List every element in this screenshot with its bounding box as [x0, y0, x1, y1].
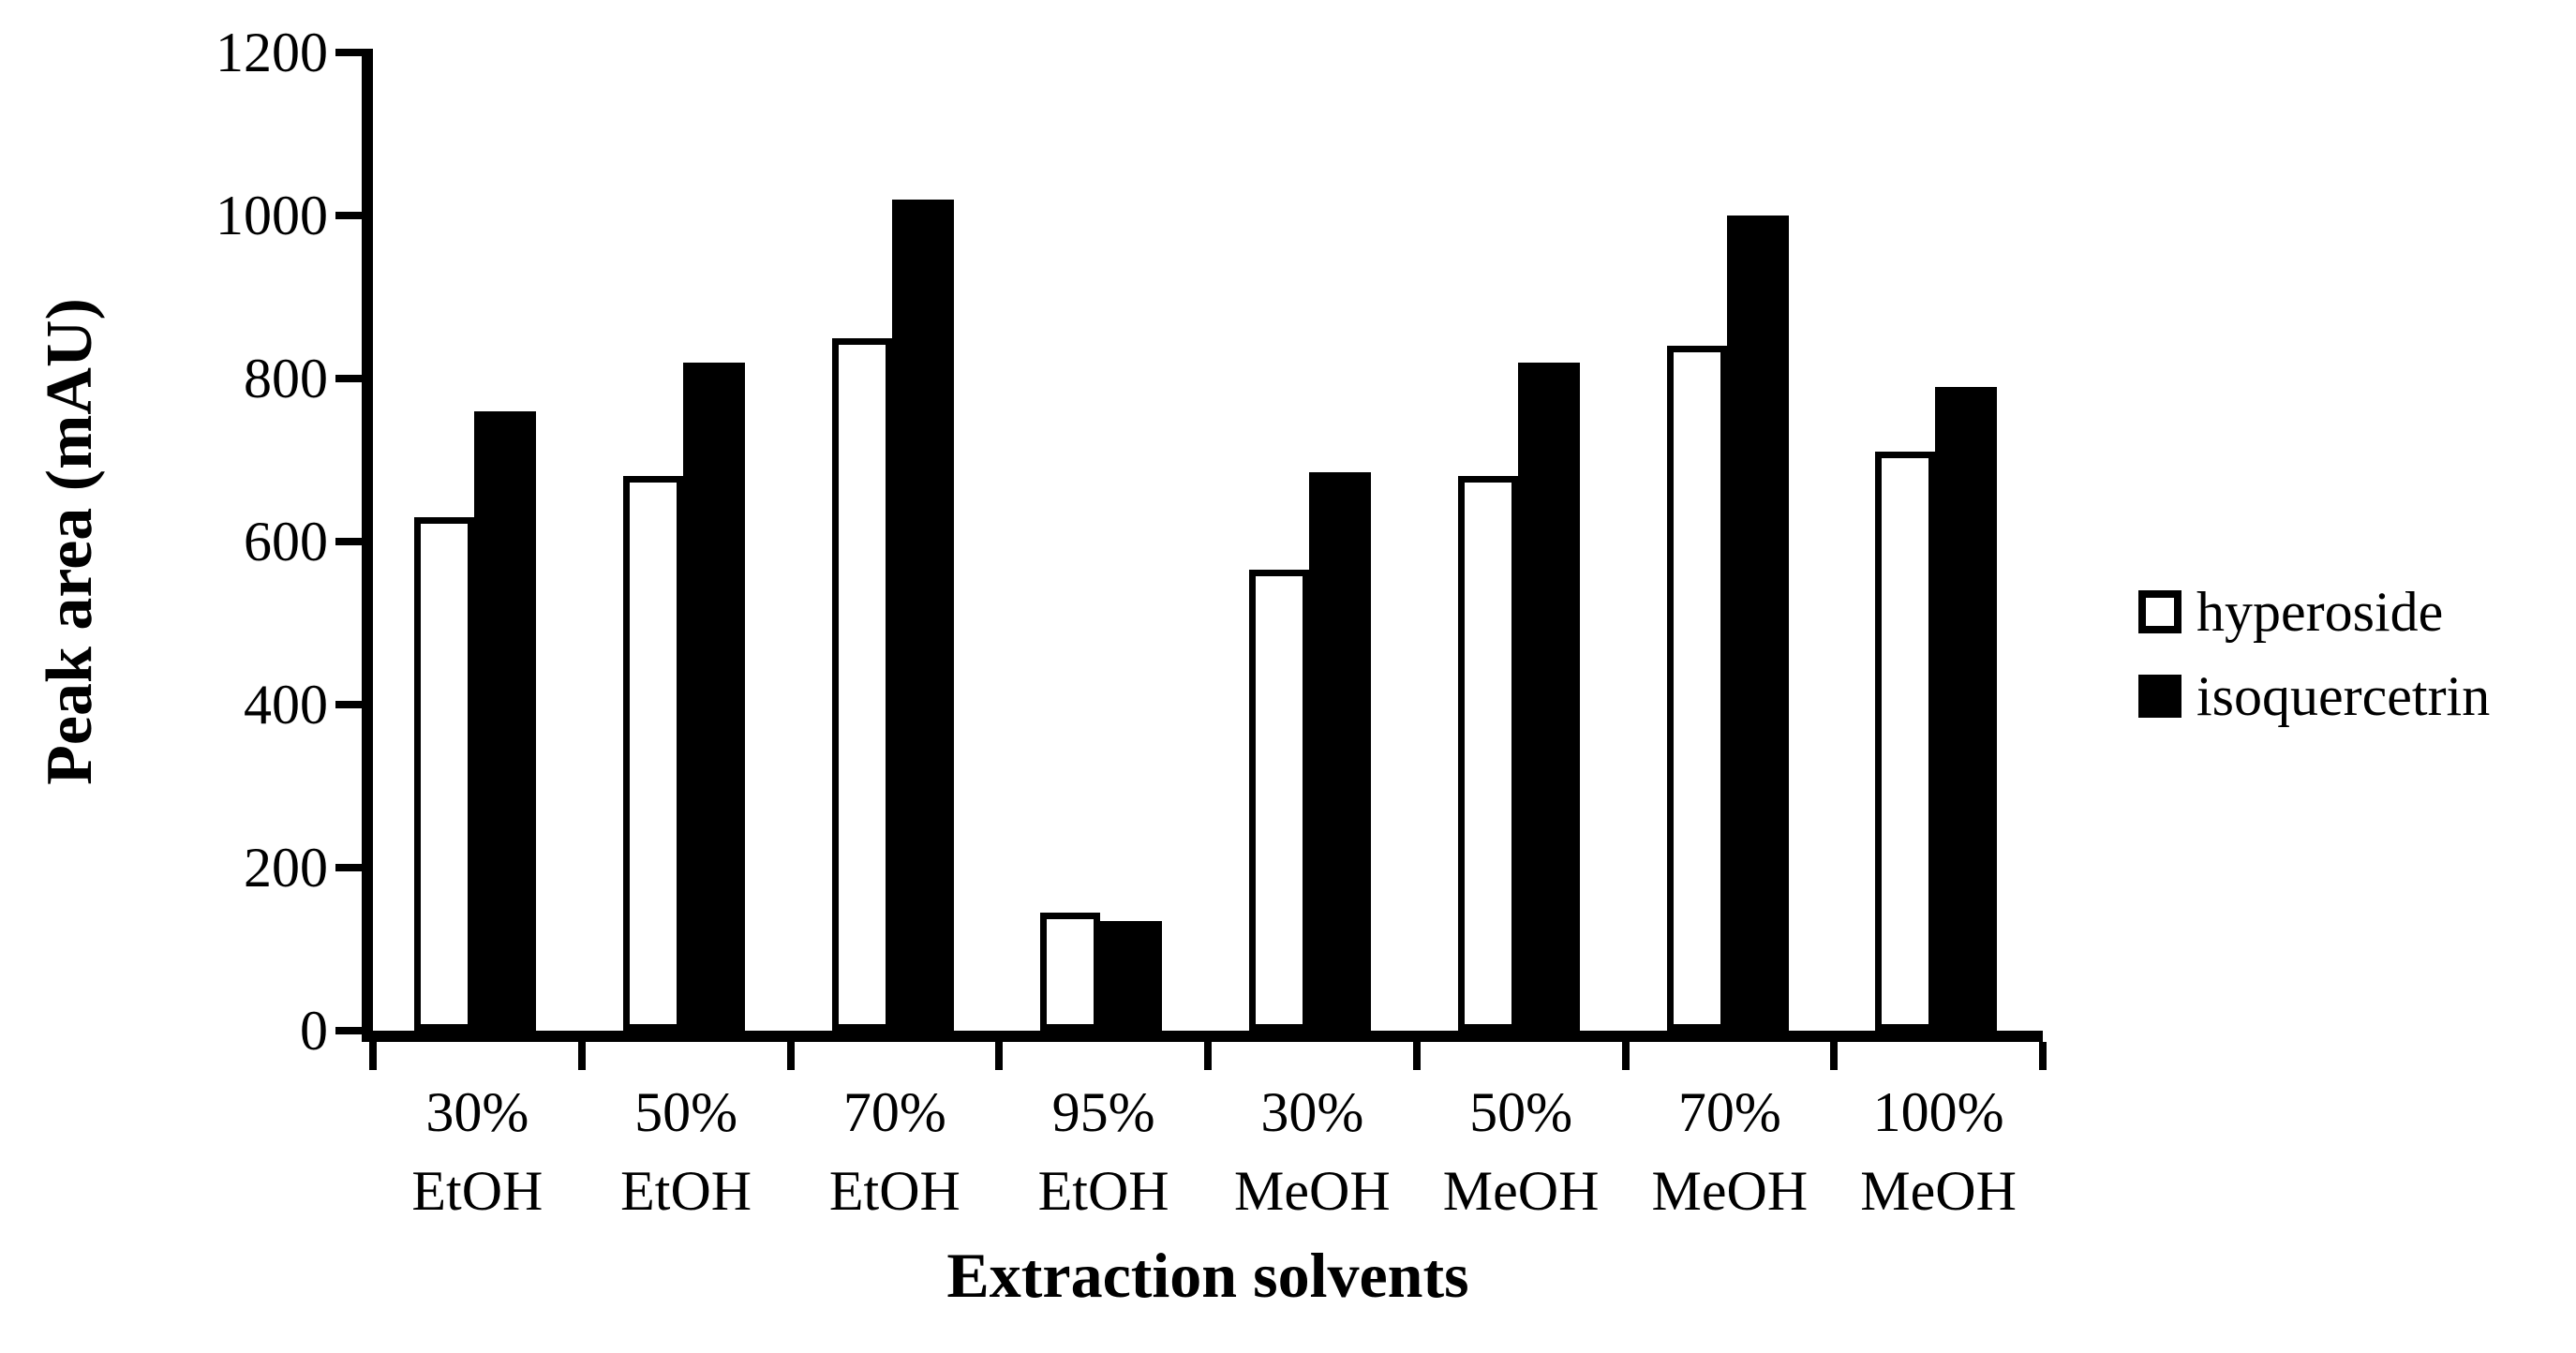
x-axis-tick [1830, 1042, 1839, 1070]
x-axis-tick [1621, 1042, 1630, 1070]
legend-label: hyperoside [2196, 581, 2444, 643]
x-axis-tick [2039, 1042, 2047, 1070]
y-axis-tick [335, 212, 373, 219]
y-tick-label: 1000 [216, 185, 328, 246]
y-axis-tick [335, 49, 373, 56]
y-axis-tick [335, 375, 373, 382]
y-axis-tick [335, 1027, 373, 1034]
isoquercetrin-black-square-swatch [2138, 675, 2181, 718]
bar-hyperoside [1040, 912, 1101, 1031]
x-category-label: 70% EtOH [828, 1081, 960, 1222]
y-tick-label: 400 [244, 674, 328, 736]
x-category-label: 50% MeOH [1442, 1081, 1600, 1222]
x-axis-tick [786, 1042, 795, 1070]
bar-hyperoside [622, 476, 683, 1031]
x-category-label: 70% MeOH [1651, 1081, 1809, 1222]
legend-item-hyperoside: hyperoside [2138, 581, 2490, 643]
bar-hyperoside [831, 337, 892, 1031]
x-axis-tick [1204, 1042, 1212, 1070]
y-tick-label: 1200 [216, 22, 328, 83]
plot-area [362, 52, 2043, 1042]
x-category-label: 30% MeOH [1234, 1081, 1391, 1222]
bar-hyperoside [1875, 452, 1936, 1031]
bar-isoquercetrin [891, 199, 954, 1031]
bar-hyperoside [1457, 476, 1518, 1031]
x-category-label: 100% MeOH [1860, 1081, 2017, 1222]
x-category-label: 95% EtOH [1037, 1081, 1169, 1222]
bar-hyperoside [414, 516, 474, 1031]
y-axis-tick [335, 538, 373, 545]
bar-isoquercetrin [1100, 920, 1163, 1031]
bar-isoquercetrin [1309, 472, 1371, 1031]
x-axis-tick [995, 1042, 1004, 1070]
bar-isoquercetrin [1935, 386, 1998, 1031]
bar-hyperoside [1249, 570, 1309, 1031]
bar-isoquercetrin [1726, 216, 1789, 1031]
y-tick-label: 200 [244, 837, 328, 899]
hyperoside-white-square-swatch [2138, 590, 2181, 633]
bar-isoquercetrin [474, 410, 536, 1031]
x-category-label: 30% EtOH [411, 1081, 543, 1222]
y-axis-tick [335, 701, 373, 708]
x-axis-tick [369, 1042, 377, 1070]
x-axis-title: Extraction solvents [946, 1240, 1469, 1311]
bar-isoquercetrin [682, 362, 745, 1031]
y-tick-label: 800 [244, 348, 328, 409]
y-tick-label: 600 [244, 511, 328, 572]
legend-item-isoquercetrin: isoquercetrin [2138, 665, 2490, 727]
bar-isoquercetrin [1517, 362, 1580, 1031]
x-category-label: 50% EtOH [620, 1081, 752, 1222]
legend-label: isoquercetrin [2196, 665, 2491, 727]
y-axis-tick [335, 864, 373, 871]
x-axis-tick [577, 1042, 586, 1070]
x-axis-tick [1412, 1042, 1421, 1070]
bar-hyperoside [1666, 346, 1727, 1031]
y-tick-label: 0 [300, 1000, 328, 1062]
legend: hyperoside isoquercetrin [2138, 581, 2490, 750]
